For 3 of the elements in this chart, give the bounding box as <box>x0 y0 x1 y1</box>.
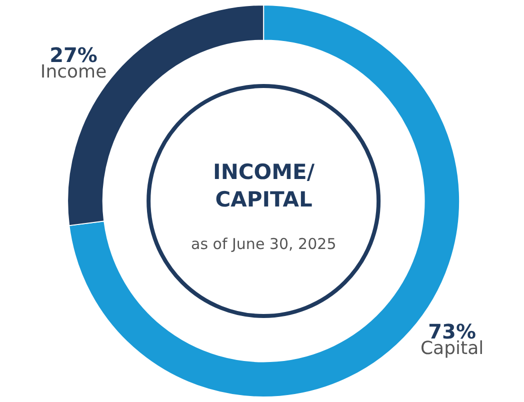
text: as of June 30, 2025 <box>191 235 336 253</box>
slice-label: Capital <box>420 338 484 360</box>
text: INCOME/ CAPITAL <box>213 160 315 212</box>
